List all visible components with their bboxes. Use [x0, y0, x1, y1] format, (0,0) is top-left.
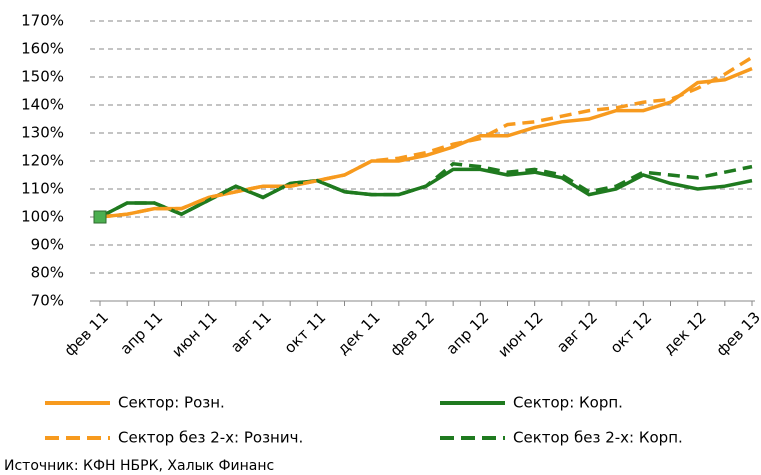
- start-marker: [93, 210, 107, 224]
- y-tick-label: 120%: [21, 152, 64, 170]
- x-tick-label: июн 12: [494, 308, 546, 360]
- series-line: [99, 161, 753, 219]
- y-tick-label: 70%: [31, 292, 64, 310]
- x-tick-label: дек 11: [334, 308, 384, 358]
- y-tick-label: 160%: [21, 40, 64, 58]
- legend-label: Сектор без 2-х: Корп.: [513, 429, 683, 447]
- x-tick-label: фев 13: [713, 308, 761, 359]
- y-tick-label: 130%: [21, 124, 64, 142]
- x-tick-label: апр 11: [117, 308, 167, 358]
- legend-label: Сектор: Розн.: [118, 394, 225, 412]
- x-tick-label: окт 11: [281, 308, 330, 357]
- x-tick-label: дек 12: [660, 308, 710, 358]
- y-tick-label: 100%: [21, 208, 64, 226]
- y-tick-label: 90%: [31, 236, 64, 254]
- y-tick-label: 150%: [21, 68, 64, 86]
- source-note: Источник: КФН НБРК, Халык Финанс: [4, 458, 274, 474]
- series-line: [99, 66, 753, 219]
- y-tick-label: 170%: [21, 12, 64, 30]
- y-tick-label: 110%: [21, 180, 64, 198]
- x-tick-label: окт 12: [607, 308, 656, 357]
- legend-label: Сектор: Корп.: [513, 394, 623, 412]
- x-tick-label: фев 12: [387, 308, 438, 359]
- x-tick-label: фев 11: [61, 308, 112, 359]
- x-tick-label: июн 11: [168, 308, 220, 360]
- series-line: [99, 167, 753, 219]
- series-line: [99, 55, 753, 219]
- x-tick-label: апр 12: [443, 308, 493, 358]
- y-tick-label: 80%: [31, 264, 64, 282]
- x-tick-label: авг 11: [227, 308, 275, 356]
- x-tick-label: авг 12: [553, 308, 601, 356]
- legend-label: Сектор без 2-х: Рознич.: [118, 429, 303, 447]
- y-tick-label: 140%: [21, 96, 64, 114]
